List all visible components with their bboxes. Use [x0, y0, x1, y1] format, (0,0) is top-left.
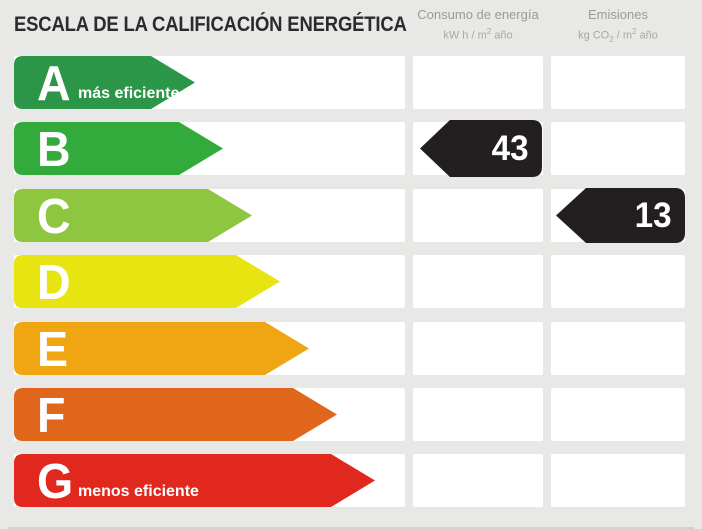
- rating-row-e: E: [0, 322, 702, 377]
- rating-arrow-f: F: [14, 388, 337, 443]
- least-efficient-label: menos eficiente: [78, 483, 199, 500]
- row-a-consumo-cell: [413, 56, 543, 109]
- row-f-consumo-cell: [413, 388, 543, 441]
- rating-letter-a: A: [37, 56, 71, 111]
- rating-row-a: A más eficiente: [0, 56, 702, 111]
- rating-arrow-g: G menos eficiente: [14, 454, 375, 509]
- rating-arrow-b: B: [14, 122, 223, 177]
- row-d-emisiones-cell: [551, 255, 685, 308]
- row-a-emisiones-cell: [551, 56, 685, 109]
- page-title: ESCALA DE LA CALIFICACIÓN ENERGÉTICA: [14, 13, 407, 36]
- rating-row-f: F: [0, 388, 702, 443]
- row-g-emisiones-cell: [551, 454, 685, 507]
- row-e-emisiones-cell: [551, 322, 685, 375]
- emisiones-column-header: Emisiones kg CO2 / m2 año: [551, 7, 685, 47]
- bottom-divider: [8, 527, 694, 529]
- most-efficient-label: más eficiente: [78, 85, 180, 102]
- consumo-unit: kW h / m2 año: [443, 27, 513, 42]
- row-c-consumo-cell: [413, 189, 543, 242]
- rating-arrow-a: A más eficiente: [14, 56, 195, 111]
- consumo-column-header: Consumo de energía kW h / m2 año: [413, 7, 543, 44]
- rating-arrow-e: E: [14, 322, 309, 377]
- rating-letter-b: B: [37, 122, 71, 177]
- rating-row-g: G menos eficiente: [0, 454, 702, 509]
- rating-row-b: B 43: [0, 120, 702, 177]
- rating-letter-g: G: [37, 454, 74, 509]
- emisiones-unit: kg CO2 / m2 año: [578, 27, 658, 44]
- rating-letter-c: C: [37, 189, 71, 244]
- row-b-emisiones-cell: [551, 122, 685, 175]
- rating-arrow-c: C: [14, 189, 252, 244]
- row-d-consumo-cell: [413, 255, 543, 308]
- consumo-value-arrow: 43: [420, 120, 542, 177]
- row-e-consumo-cell: [413, 322, 543, 375]
- rating-row-c: C 13: [0, 188, 702, 244]
- rating-arrow-d: D: [14, 255, 280, 310]
- rating-row-d: D: [0, 255, 702, 310]
- row-f-emisiones-cell: [551, 388, 685, 441]
- emisiones-value-arrow: 13: [556, 188, 685, 243]
- rating-letter-f: F: [37, 388, 66, 443]
- rating-letter-e: E: [37, 322, 69, 377]
- emisiones-value: 13: [634, 195, 672, 235]
- emisiones-label: Emisiones: [588, 7, 648, 22]
- consumo-label: Consumo de energía: [417, 7, 539, 22]
- consumo-value: 43: [491, 128, 529, 168]
- row-g-consumo-cell: [413, 454, 543, 507]
- rating-letter-d: D: [37, 255, 71, 310]
